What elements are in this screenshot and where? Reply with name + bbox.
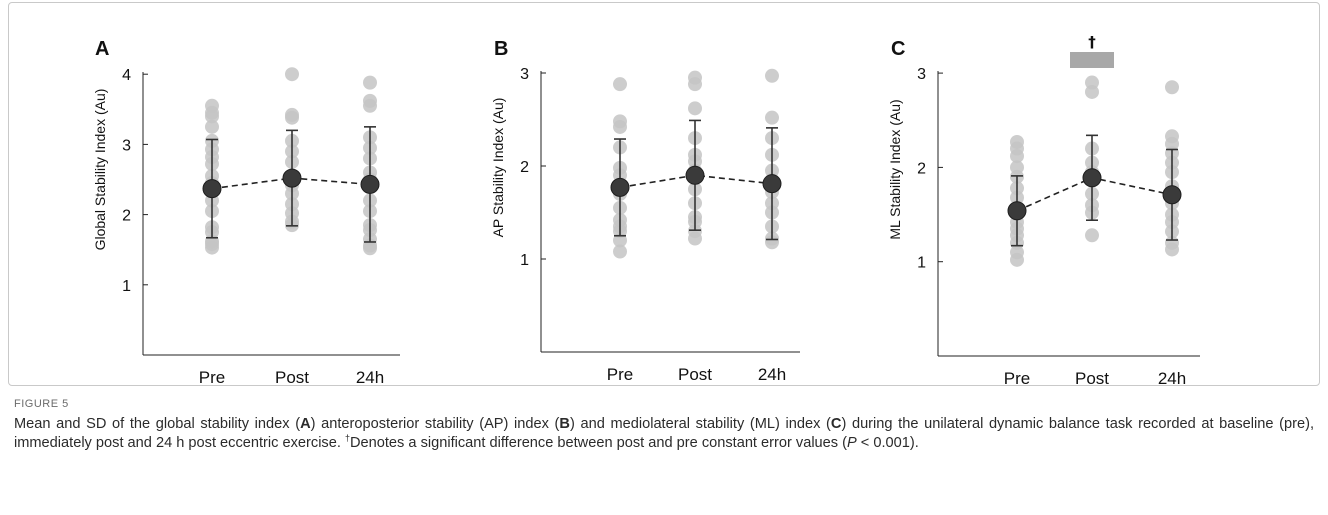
- caption-fragment-3: B: [559, 416, 570, 432]
- individual-point: [205, 98, 219, 113]
- individual-point: [1085, 75, 1099, 90]
- y-tick-label: 1: [520, 252, 529, 269]
- individual-point: [1165, 80, 1179, 95]
- x-tick-label: 24h: [758, 365, 786, 384]
- mean-marker: [282, 168, 302, 188]
- y-tick-label: 1: [917, 255, 926, 272]
- mean-marker: [1162, 185, 1182, 205]
- y-tick-label: 3: [520, 66, 529, 83]
- panel-b: B 1 2 3 AP Stability Index (Au) Pre Post 24h: [490, 38, 800, 384]
- individual-point: [285, 67, 299, 82]
- individual-point: [613, 114, 627, 129]
- panel-a: A 1 2 3 4 Global Stability Index (Au) Pre Post 2…: [92, 38, 400, 387]
- caption-fragment-0: Mean and SD of the global stability inde…: [14, 416, 301, 432]
- individual-point: [765, 68, 779, 83]
- individual-point: [688, 101, 702, 116]
- x-tick-label: Post: [1075, 369, 1109, 388]
- x-tick-label: 24h: [1158, 369, 1186, 388]
- x-tick-label: 24h: [356, 368, 384, 387]
- y-tick-label: 2: [520, 159, 529, 176]
- mean-marker: [360, 174, 380, 194]
- y-axis-label: AP Stability Index (Au): [490, 98, 506, 238]
- mean-marker: [1082, 168, 1102, 188]
- mean-marker: [762, 174, 782, 194]
- caption-fragment-6: ) during the unilateral dynamic balance …: [14, 416, 1314, 451]
- y-tick-label: 2: [122, 208, 131, 225]
- individual-point: [1010, 134, 1024, 149]
- caption-fragment-9: P: [847, 435, 857, 451]
- panel-c: C 1 2 3 ML Stability Index (Au) Pre Post 24h †: [887, 33, 1200, 388]
- y-tick-label: 4: [122, 67, 131, 84]
- individual-point: [765, 110, 779, 125]
- individual-point: [613, 77, 627, 92]
- y-axis-label: Global Stability Index (Au): [92, 89, 108, 251]
- y-tick-label: 2: [917, 160, 926, 177]
- figure-frame: [8, 2, 1320, 386]
- y-tick-label: 3: [122, 137, 131, 154]
- x-tick-label: Pre: [1004, 369, 1030, 388]
- individual-point: [1085, 228, 1099, 243]
- y-axis-label: ML Stability Index (Au): [887, 99, 903, 239]
- mean-marker: [610, 177, 630, 197]
- significance-symbol: †: [1088, 33, 1096, 51]
- figure-caption-block: FIGURE 5 Mean and SD of the global stabi…: [14, 398, 1314, 453]
- individual-point: [363, 93, 377, 108]
- mean-marker: [1007, 201, 1027, 221]
- caption-fragment-10: < 0.001).: [856, 435, 919, 451]
- caption-fragment-5: C: [830, 416, 842, 432]
- panel-letter: C: [891, 38, 905, 60]
- panel-letter: B: [494, 38, 508, 60]
- individual-point: [363, 75, 377, 90]
- individual-point: [205, 119, 219, 134]
- figure-caption: Mean and SD of the global stability inde…: [14, 415, 1314, 453]
- individual-point: [613, 244, 627, 259]
- y-tick-label: 1: [122, 278, 131, 295]
- mean-marker: [202, 179, 222, 199]
- figure-panels: A 1 2 3 4 Global Stability Index (Au) Pre Post 2…: [92, 33, 1200, 388]
- figure-label: FIGURE 5: [14, 398, 69, 410]
- caption-fragment-2: ) anteroposterior stability (AP) index (: [310, 416, 560, 432]
- individual-point: [1165, 129, 1179, 144]
- individual-point: [688, 70, 702, 85]
- mean-marker: [685, 165, 705, 185]
- x-tick-label: Pre: [199, 368, 225, 387]
- y-tick-label: 3: [917, 66, 926, 83]
- caption-fragment-8: Denotes a significant difference between…: [349, 435, 848, 451]
- individual-point: [285, 107, 299, 122]
- caption-fragment-4: ) and mediolateral stability (ML) index …: [569, 416, 831, 432]
- individual-point: [1010, 160, 1024, 175]
- x-tick-label: Pre: [607, 365, 633, 384]
- significance-bar: [1070, 52, 1114, 68]
- panel-letter: A: [95, 38, 109, 60]
- x-tick-label: Post: [275, 368, 309, 387]
- x-tick-label: Post: [678, 365, 712, 384]
- caption-fragment-1: A: [300, 416, 311, 432]
- caption-fragment-7: †: [344, 433, 350, 444]
